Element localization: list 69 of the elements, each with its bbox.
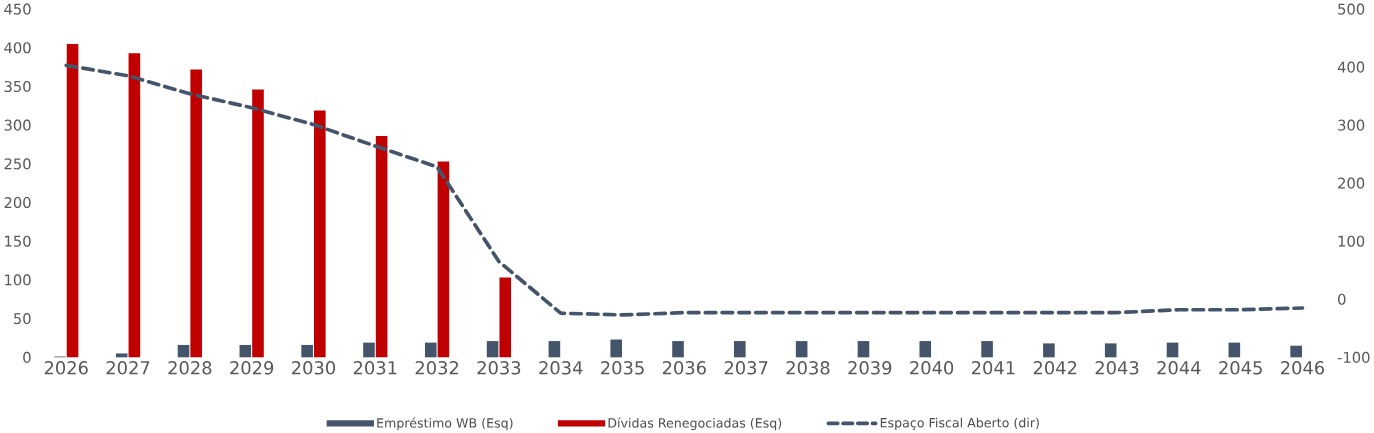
- y-tick-label: 450: [4, 3, 31, 15]
- legend-label: Dívidas Renegociadas (Esq): [608, 417, 782, 431]
- bar: [499, 277, 512, 358]
- y-tick-label: 150: [5, 235, 31, 247]
- x-tick-label: 2031: [353, 360, 397, 375]
- bar: [734, 340, 746, 358]
- y2-tick-label: 100: [1338, 235, 1365, 247]
- bar: [375, 135, 388, 358]
- y-tick-label: 350: [4, 80, 31, 92]
- bar: [981, 340, 993, 358]
- y-tick-label: 50: [14, 312, 31, 325]
- bar: [1290, 345, 1302, 358]
- bar: [115, 353, 128, 358]
- y2-tick-label: -100: [1337, 351, 1370, 363]
- bar: [548, 340, 561, 358]
- bar: [301, 344, 313, 358]
- x-tick-label: 2034: [539, 360, 583, 375]
- bar: [252, 89, 264, 358]
- bar: [919, 340, 932, 358]
- x-tick-label: 2028: [168, 360, 212, 375]
- bar: [239, 344, 252, 358]
- bar: [610, 339, 623, 358]
- y2-tick-label: 200: [1338, 177, 1365, 189]
- legend-label: Espaço Fiscal Aberto (dir): [880, 417, 1039, 430]
- y-tick-label: 200: [4, 196, 31, 208]
- x-tick-label: 2035: [601, 360, 644, 375]
- bar: [486, 340, 499, 358]
- x-tick-label: 2032: [415, 360, 459, 375]
- bar: [1043, 343, 1055, 358]
- bar: [314, 110, 326, 358]
- legend-label: Empréstimo WB (Esq): [377, 417, 513, 431]
- y-tick-label: 250: [4, 158, 31, 170]
- y2-tick-label: 300: [1338, 119, 1365, 131]
- bar: [1228, 342, 1241, 358]
- x-tick-label: 2038: [786, 360, 830, 375]
- bar: [1166, 342, 1179, 358]
- x-tick-label: 2033: [477, 360, 521, 375]
- y2-tick-label: 400: [1337, 61, 1365, 73]
- bar: [857, 340, 870, 358]
- x-tick-label: 2041: [971, 360, 1015, 375]
- y2-tick-label: 0: [1338, 293, 1346, 305]
- y-tick-label: 300: [4, 119, 31, 131]
- y-tick-label: 400: [4, 42, 31, 54]
- bar: [177, 344, 190, 358]
- x-tick-label: 2039: [848, 360, 892, 375]
- x-tick-label: 2045: [1219, 360, 1262, 375]
- x-tick-label: 2046: [1281, 360, 1325, 375]
- x-tick-label: 2027: [106, 360, 150, 375]
- bar: [424, 342, 437, 358]
- bar: [190, 69, 202, 358]
- y-tick-label: 100: [5, 274, 31, 286]
- x-tick-label: 2030: [292, 360, 336, 375]
- bar: [1104, 343, 1117, 358]
- bar: [672, 340, 684, 358]
- x-tick-label: 2037: [724, 360, 768, 375]
- y-tick-label: 0: [23, 351, 31, 363]
- x-tick-label: 2036: [662, 360, 706, 375]
- x-tick-label: 2026: [44, 360, 88, 375]
- x-tick-label: 2040: [910, 360, 954, 375]
- x-tick-label: 2043: [1095, 360, 1139, 375]
- bar: [795, 340, 808, 358]
- bar: [437, 161, 450, 358]
- bar: [363, 342, 375, 358]
- x-tick-label: 2044: [1157, 360, 1201, 375]
- x-tick-label: 2042: [1033, 360, 1077, 375]
- bar: [66, 43, 79, 358]
- x-tick-label: 2029: [230, 360, 274, 375]
- bar: [128, 53, 141, 358]
- y2-tick-label: 500: [1338, 3, 1365, 15]
